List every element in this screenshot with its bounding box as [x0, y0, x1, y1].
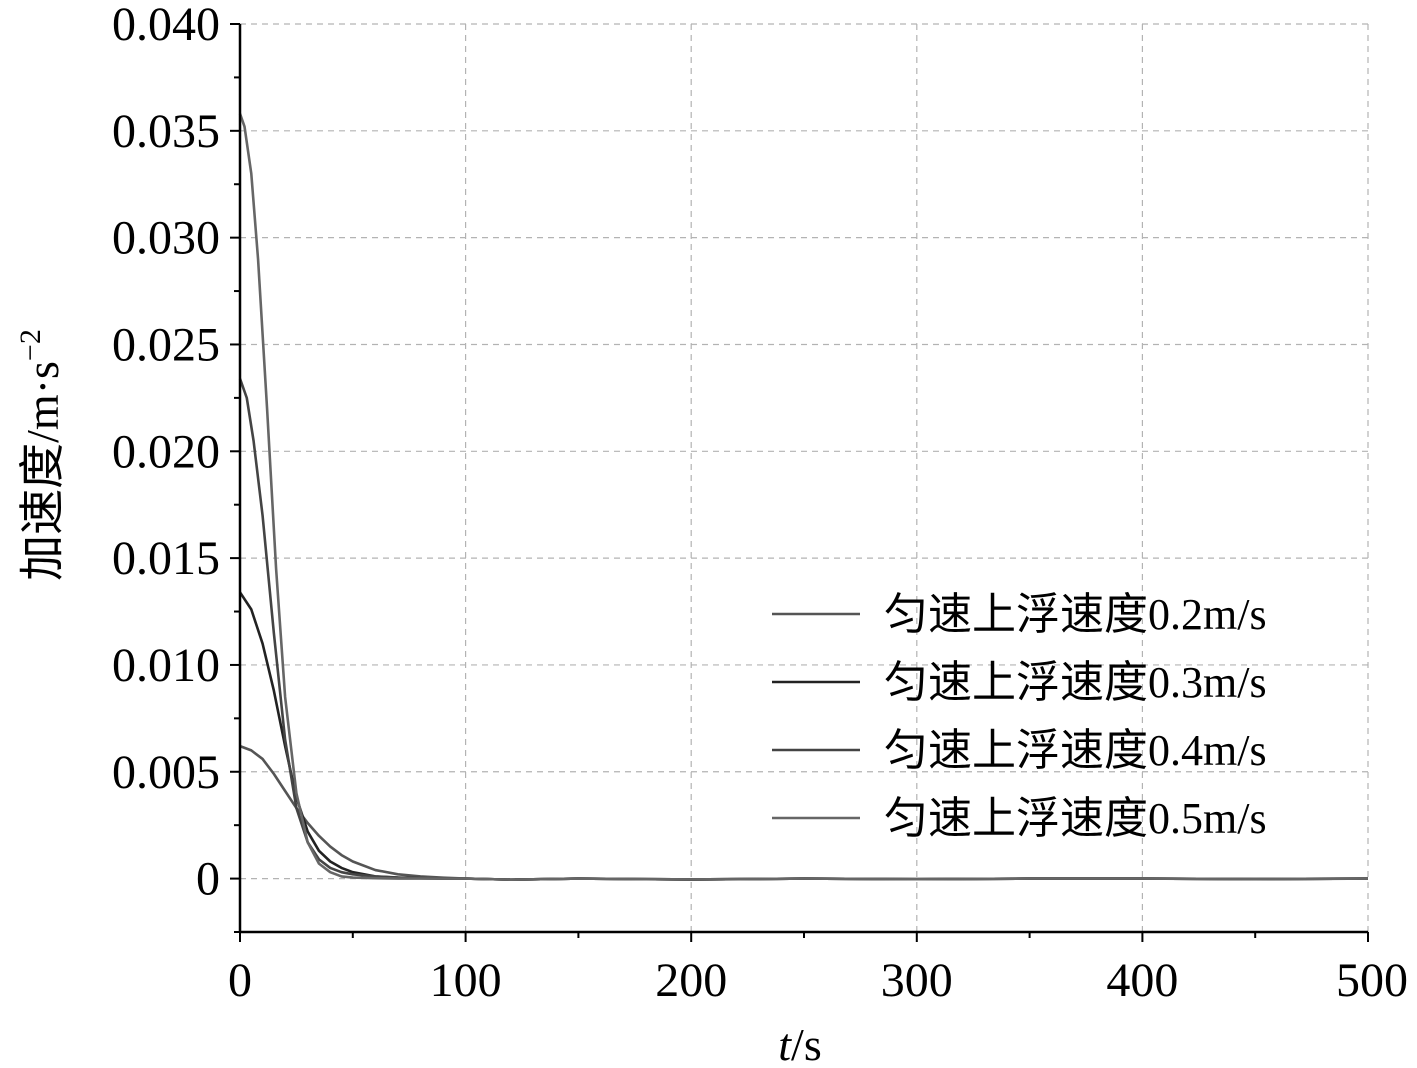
y-tick-label-1: 0.005	[112, 746, 220, 799]
legend-label-0: 匀速上浮速度0.2m/s	[884, 590, 1267, 639]
x-tick-label-1: 100	[430, 954, 502, 1007]
y-tick-label-7: 0.035	[112, 105, 220, 158]
y-axis-title: 加速度/m·s−2	[14, 329, 68, 581]
y-tick-label-5: 0.025	[112, 318, 220, 371]
y-tick-label-6: 0.030	[112, 212, 220, 265]
x-tick-label-2: 200	[655, 954, 727, 1007]
tick-labels: 0 0.005 0.010 0.015 0.020 0.025 0.030 0.035 0.04…	[112, 0, 1408, 1007]
x-tick-label-0: 0	[228, 954, 252, 1007]
legend-label-2: 匀速上浮速度0.4m/s	[884, 726, 1267, 775]
series-line-3	[238, 113, 1369, 881]
x-axis-title-unit: /s	[791, 1019, 822, 1068]
grid	[240, 23, 1369, 932]
legend-label-1: 匀速上浮速度0.3m/s	[884, 658, 1267, 707]
x-axis-title: t/s	[778, 1019, 821, 1068]
legend-label-3: 匀速上浮速度0.5m/s	[884, 794, 1267, 843]
legend: 匀速上浮速度0.2m/s 匀速上浮速度0.3m/s 匀速上浮速度0.4m/s 匀速上浮…	[772, 590, 1267, 843]
y-tick-label-4: 0.020	[112, 425, 220, 478]
y-tick-label-8: 0.040	[112, 0, 220, 51]
y-tick-label-0: 0	[196, 853, 220, 906]
x-tick-label-5: 500	[1336, 954, 1408, 1007]
y-axis-title-exponent: −2	[14, 329, 47, 361]
x-tick-label-3: 300	[881, 954, 953, 1007]
axes	[230, 23, 1369, 942]
y-tick-label-3: 0.015	[112, 532, 220, 585]
series-lines	[238, 113, 1369, 881]
y-tick-label-2: 0.010	[112, 639, 220, 692]
x-axis-title-variable: t	[778, 1019, 792, 1068]
x-tick-label-4: 400	[1106, 954, 1178, 1007]
y-axis-title-main: 加速度/m·s	[17, 361, 68, 581]
